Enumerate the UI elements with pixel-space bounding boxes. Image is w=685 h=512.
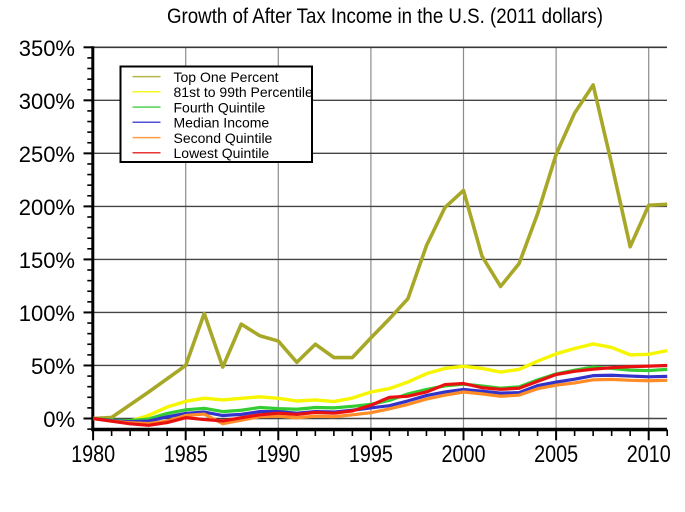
- svg-text:300%: 300%: [19, 89, 75, 114]
- svg-text:0%: 0%: [43, 407, 75, 432]
- svg-text:Fourth Quintile: Fourth Quintile: [174, 99, 266, 115]
- svg-text:2005: 2005: [534, 441, 578, 468]
- svg-text:81st to 99th Percentile: 81st to 99th Percentile: [174, 84, 314, 100]
- svg-text:1995: 1995: [349, 441, 393, 468]
- svg-text:100%: 100%: [19, 301, 75, 326]
- svg-text:2000: 2000: [442, 441, 486, 468]
- svg-text:Growth of After Tax Income in: Growth of After Tax Income in the U.S. (…: [167, 5, 603, 28]
- svg-text:250%: 250%: [19, 142, 75, 167]
- svg-text:Lowest Quintile: Lowest Quintile: [174, 145, 270, 161]
- svg-text:2010: 2010: [627, 441, 671, 468]
- svg-text:1990: 1990: [256, 441, 300, 468]
- svg-text:50%: 50%: [31, 354, 75, 379]
- svg-text:200%: 200%: [19, 195, 75, 220]
- svg-text:Top One Percent: Top One Percent: [174, 69, 279, 85]
- svg-text:Median Income: Median Income: [174, 115, 270, 131]
- svg-text:1980: 1980: [71, 441, 115, 468]
- svg-text:1985: 1985: [164, 441, 208, 468]
- svg-text:150%: 150%: [19, 248, 75, 273]
- svg-text:350%: 350%: [19, 36, 75, 61]
- svg-text:Second Quintile: Second Quintile: [174, 130, 273, 146]
